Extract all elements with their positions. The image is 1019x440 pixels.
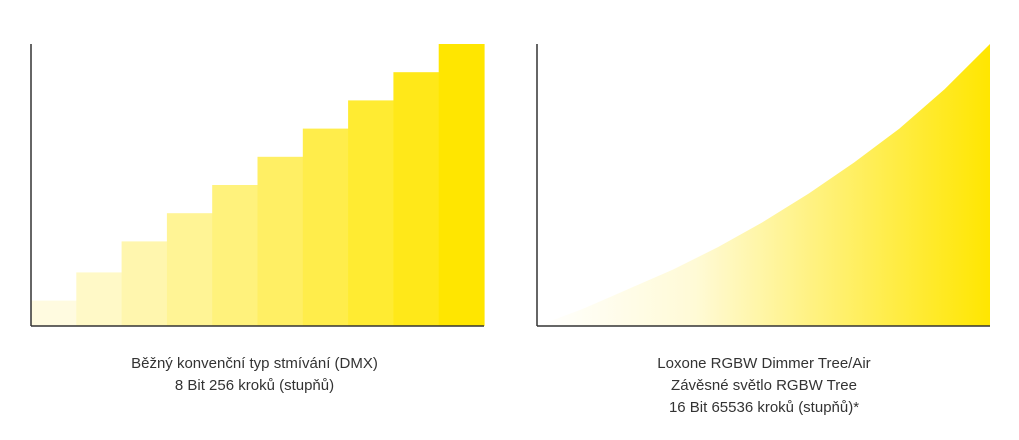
- loxone-chart-panel: Loxone RGBW Dimmer Tree/Air Závěsné svět…: [509, 0, 1019, 440]
- smooth-dimming-area: [537, 44, 990, 326]
- dmx-chart-panel: Běžný konvenční typ stmívání (DMX) 8 Bit…: [0, 0, 509, 440]
- loxone-caption: Loxone RGBW Dimmer Tree/Air Závěsné svět…: [509, 353, 1019, 419]
- dmx-step-chart: [30, 44, 485, 327]
- dimming-step-bar: [166, 213, 213, 326]
- dimming-step-bar: [302, 128, 349, 326]
- caption-line: 16 Bit 65536 kroků (stupňů)*: [668, 399, 860, 416]
- dimming-step-bar: [257, 156, 304, 326]
- loxone-smooth-chart: [536, 44, 990, 327]
- dimming-step-bar: [438, 44, 485, 326]
- dimming-step-bar: [348, 100, 394, 327]
- dmx-caption: Běžný konvenční typ stmívání (DMX) 8 Bit…: [0, 353, 509, 397]
- dimming-step-bar: [76, 272, 123, 326]
- caption-line: Závěsné světlo RGBW Tree: [671, 377, 857, 394]
- caption-line: Běžný konvenční typ stmívání (DMX): [131, 355, 378, 372]
- caption-line: Loxone RGBW Dimmer Tree/Air: [657, 355, 871, 372]
- dimming-step-bar: [393, 72, 440, 326]
- dimming-step-bar: [31, 300, 77, 326]
- dimming-step-bar: [121, 241, 168, 326]
- caption-line: 8 Bit 256 kroků (stupňů): [174, 377, 335, 394]
- dimming-step-bar: [212, 185, 259, 326]
